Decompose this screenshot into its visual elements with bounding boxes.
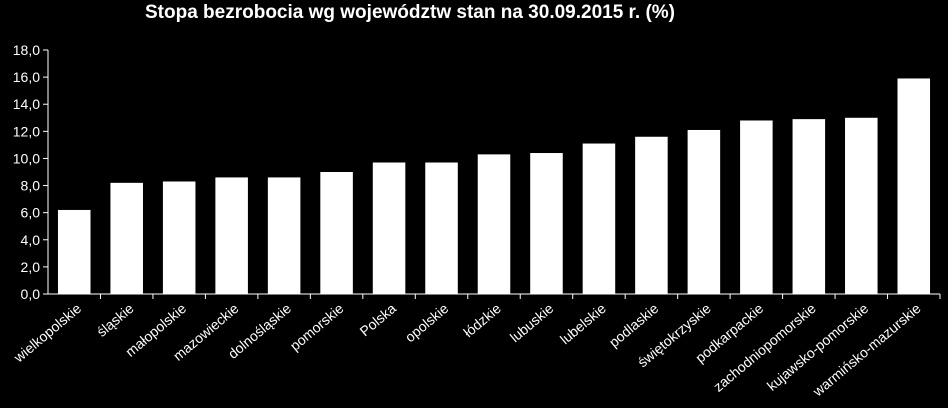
bar-5 bbox=[267, 177, 301, 294]
bar-15 bbox=[792, 119, 826, 294]
y-tick-label: 12,0 bbox=[13, 123, 40, 139]
x-tick-label: Polska bbox=[357, 300, 400, 339]
x-tick-label: opolskie bbox=[402, 300, 452, 345]
x-tick-label: śląskie bbox=[94, 300, 137, 340]
y-axis: 0,0 2,0 4,0 6,0 8,0 10,0 12,0 14,0 16,0 18,0 bbox=[13, 42, 49, 302]
bar-10 bbox=[530, 153, 563, 294]
y-tick-label: 8,0 bbox=[21, 178, 41, 194]
bar-16 bbox=[845, 117, 878, 295]
bar-4 bbox=[215, 177, 248, 294]
x-tick-label: lubuskie bbox=[507, 300, 557, 345]
chart-title: Stopa bezrobocia wg województw stan na 3… bbox=[144, 2, 676, 23]
y-tick-label: 16,0 bbox=[13, 69, 40, 85]
bar-11 bbox=[582, 143, 616, 294]
bar-1 bbox=[57, 209, 91, 294]
x-tick-label: łódzkie bbox=[460, 300, 504, 340]
x-tick-label: lubelskie bbox=[557, 300, 609, 347]
bar-13 bbox=[687, 129, 721, 294]
y-tick-label: 4,0 bbox=[21, 232, 41, 248]
y-tick-label: 2,0 bbox=[21, 259, 41, 275]
bar-3 bbox=[162, 181, 196, 294]
bar-7 bbox=[372, 162, 406, 294]
bar-6 bbox=[320, 172, 353, 294]
bar-9 bbox=[477, 154, 511, 294]
bar-17 bbox=[897, 78, 931, 294]
y-tick-label: 14,0 bbox=[13, 96, 40, 112]
y-tick-label: 0,0 bbox=[21, 286, 41, 302]
bars bbox=[57, 78, 931, 295]
x-tick-label: pomorskie bbox=[287, 300, 347, 354]
y-tick-label: 10,0 bbox=[13, 150, 40, 166]
bar-14 bbox=[740, 120, 773, 294]
bar-12 bbox=[635, 136, 668, 294]
y-tick-label: 6,0 bbox=[21, 205, 41, 221]
y-tick-label: 18,0 bbox=[13, 42, 40, 58]
x-tick-label: wielkopolskie bbox=[10, 300, 84, 366]
bar-8 bbox=[425, 162, 458, 294]
bar-2 bbox=[110, 182, 143, 294]
x-axis: wielkopolskie śląskiemałopolskiemazowieck… bbox=[10, 293, 941, 400]
